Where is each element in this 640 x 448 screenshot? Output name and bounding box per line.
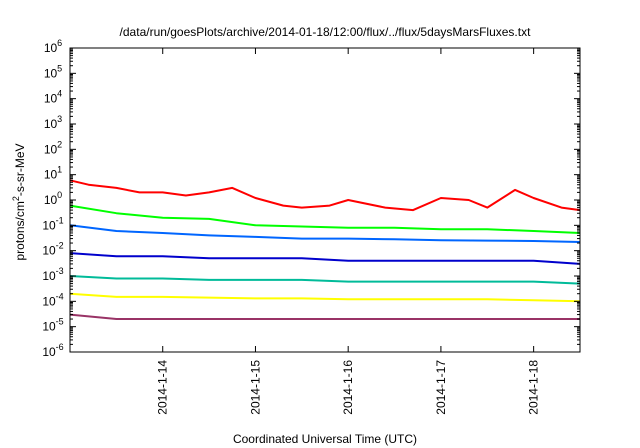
y-tick-label-base: 10 — [42, 345, 56, 359]
y-tick-label-base: 10 — [44, 168, 58, 182]
y-tick-label-exp: 6 — [57, 38, 62, 48]
y-tick-label: 106 — [44, 38, 62, 55]
y-tick-label-exp: -4 — [56, 291, 64, 301]
y-tick-label-exp: -3 — [56, 266, 64, 276]
y-tick-label-exp: 1 — [57, 165, 62, 175]
x-tick-label: 2014-1-15 — [248, 360, 262, 415]
y-tick-label-base: 10 — [44, 117, 58, 131]
y-tick-label-exp: 0 — [57, 190, 62, 200]
y-tick-label: 10-4 — [42, 291, 63, 308]
y-tick-label-base: 10 — [44, 41, 58, 55]
y-tick-label: 10-5 — [42, 317, 63, 334]
y-tick-label: 10-2 — [42, 241, 63, 258]
series-layer — [69, 179, 581, 320]
x-tick-label: 2014-1-17 — [434, 360, 448, 415]
y-axis-label-main: protons/cm — [13, 201, 27, 260]
series-line-7 — [69, 313, 580, 320]
series-line-4 — [69, 252, 581, 265]
y-tick-label-base: 10 — [42, 294, 56, 308]
x-tick-label: 2014-1-18 — [527, 360, 541, 415]
y-tick-label: 100 — [44, 190, 62, 207]
y-tick-label-exp: -5 — [56, 317, 64, 327]
y-tick-label-base: 10 — [44, 193, 58, 207]
y-tick-label-base: 10 — [42, 244, 56, 258]
y-axis-label: protons/cm2-s-sr-MeV — [11, 143, 27, 260]
y-tick-label-exp: -6 — [56, 342, 64, 352]
y-axis-label-sup: 2 — [11, 196, 21, 201]
y-tick-label-base: 10 — [44, 142, 58, 156]
series-line-5 — [69, 275, 581, 285]
x-tick-label: 2014-1-16 — [341, 360, 355, 415]
y-tick-label: 105 — [44, 63, 62, 80]
y-tick-label-base: 10 — [44, 92, 58, 106]
y-tick-label: 10-1 — [42, 215, 63, 232]
series-line-3 — [69, 224, 581, 243]
x-axis-label: Coordinated Universal Time (UTC) — [233, 432, 417, 446]
y-tick-label-exp: -1 — [56, 215, 64, 225]
series-line-1 — [69, 179, 581, 212]
y-tick-label: 102 — [44, 139, 62, 156]
y-axis-label-rest: -s-sr-MeV — [13, 143, 27, 196]
y-tick-label: 104 — [44, 89, 62, 106]
x-tick-label: 2014-1-14 — [156, 360, 170, 415]
y-tick-label-exp: 2 — [57, 139, 62, 149]
y-tick-label-exp: 3 — [57, 114, 62, 124]
y-tick-label: 103 — [44, 114, 62, 131]
y-tick-label-base: 10 — [42, 218, 56, 232]
y-tick-label-base: 10 — [44, 66, 58, 80]
y-tick-label: 10-6 — [42, 342, 63, 359]
plot-frame — [69, 47, 581, 353]
y-tick-label-exp: 4 — [57, 89, 62, 99]
y-tick-label-base: 10 — [42, 320, 56, 334]
y-tick-label: 10-3 — [42, 266, 63, 283]
series-line-6 — [69, 292, 581, 303]
y-tick-label: 101 — [44, 165, 62, 182]
y-tick-label-exp: -2 — [56, 241, 64, 251]
y-tick-label-exp: 5 — [57, 63, 62, 73]
x-axis: 2014-1-14 2014-1-15 2014-1-16 2014-1-17 2014… — [156, 48, 541, 415]
y-axis: 10-610-510-410-310-210-11001011021031041… — [42, 38, 580, 359]
y-tick-label-base: 10 — [42, 269, 56, 283]
chart-title: /data/run/goesPlots/archive/2014-01-18/1… — [120, 25, 532, 39]
series-line-2 — [69, 204, 581, 234]
